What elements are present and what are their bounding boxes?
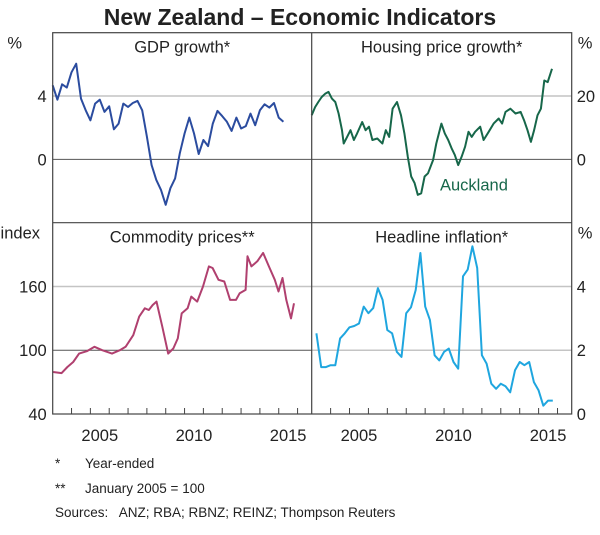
y-tick-label: 100 (19, 342, 47, 360)
series-label: Auckland (440, 177, 508, 195)
x-tick-label: 2005 (81, 427, 118, 445)
frame (52, 32, 573, 415)
panel-1: 0 4% GDP growth* (7, 35, 312, 206)
unit-label: % (7, 35, 22, 53)
x-tick-label: 2005 (341, 427, 378, 445)
unit-label: % (578, 35, 593, 53)
footnote-text-1: Year-ended (85, 456, 154, 471)
footnote-mark-1: * (55, 456, 61, 471)
sources: Sources: ANZ; RBA; RBNZ; REINZ; Thompson… (55, 505, 396, 520)
y-tick-label: 160 (19, 278, 47, 296)
panel-title: Headline inflation* (375, 229, 509, 247)
y-tick-label: 0 (577, 151, 586, 169)
series-line (51, 62, 285, 206)
panels: 04% GDP growth*020%Housing price growth*A… (1, 35, 596, 445)
panel-title: Housing price growth* (361, 39, 523, 57)
y-tick-label: 0 (38, 151, 47, 169)
panel-2: 0 20% Housing price growth* Auckland (310, 35, 595, 196)
panel-title: GDP growth* (134, 39, 231, 57)
series-line (315, 245, 553, 407)
panel-4: 0 2 4% Headline inflation* 2005 2010 2015 (311, 225, 593, 445)
x-tick-label: 2015 (530, 427, 567, 445)
chart-title: New Zealand – Economic Indicators (104, 4, 496, 30)
x-tick-label: 2010 (435, 427, 472, 445)
footnote-mark-2: ** (55, 481, 66, 496)
y-tick-label: 0 (577, 406, 586, 424)
unit-label: index (1, 225, 41, 243)
series-line (310, 68, 553, 196)
footnote-text-2: January 2005 = 100 (85, 481, 205, 496)
x-tick-label: 2015 (270, 427, 307, 445)
y-tick-label: 2 (577, 342, 586, 360)
x-tick-label: 2010 (176, 427, 213, 445)
y-tick-label: 40 (28, 406, 46, 424)
y-tick-label: 4 (38, 88, 47, 106)
y-tick-label: 4 (577, 278, 586, 296)
series-line (52, 251, 295, 375)
unit-label: % (578, 225, 593, 243)
footnotes: * Year-ended ** January 2005 = 100 Sourc… (55, 456, 396, 520)
panel-3: 40 100 160 index Commodity prices** 2005 2010 2… (1, 225, 312, 445)
y-tick-label: 20 (577, 88, 595, 106)
panel-title: Commodity prices** (110, 229, 255, 247)
